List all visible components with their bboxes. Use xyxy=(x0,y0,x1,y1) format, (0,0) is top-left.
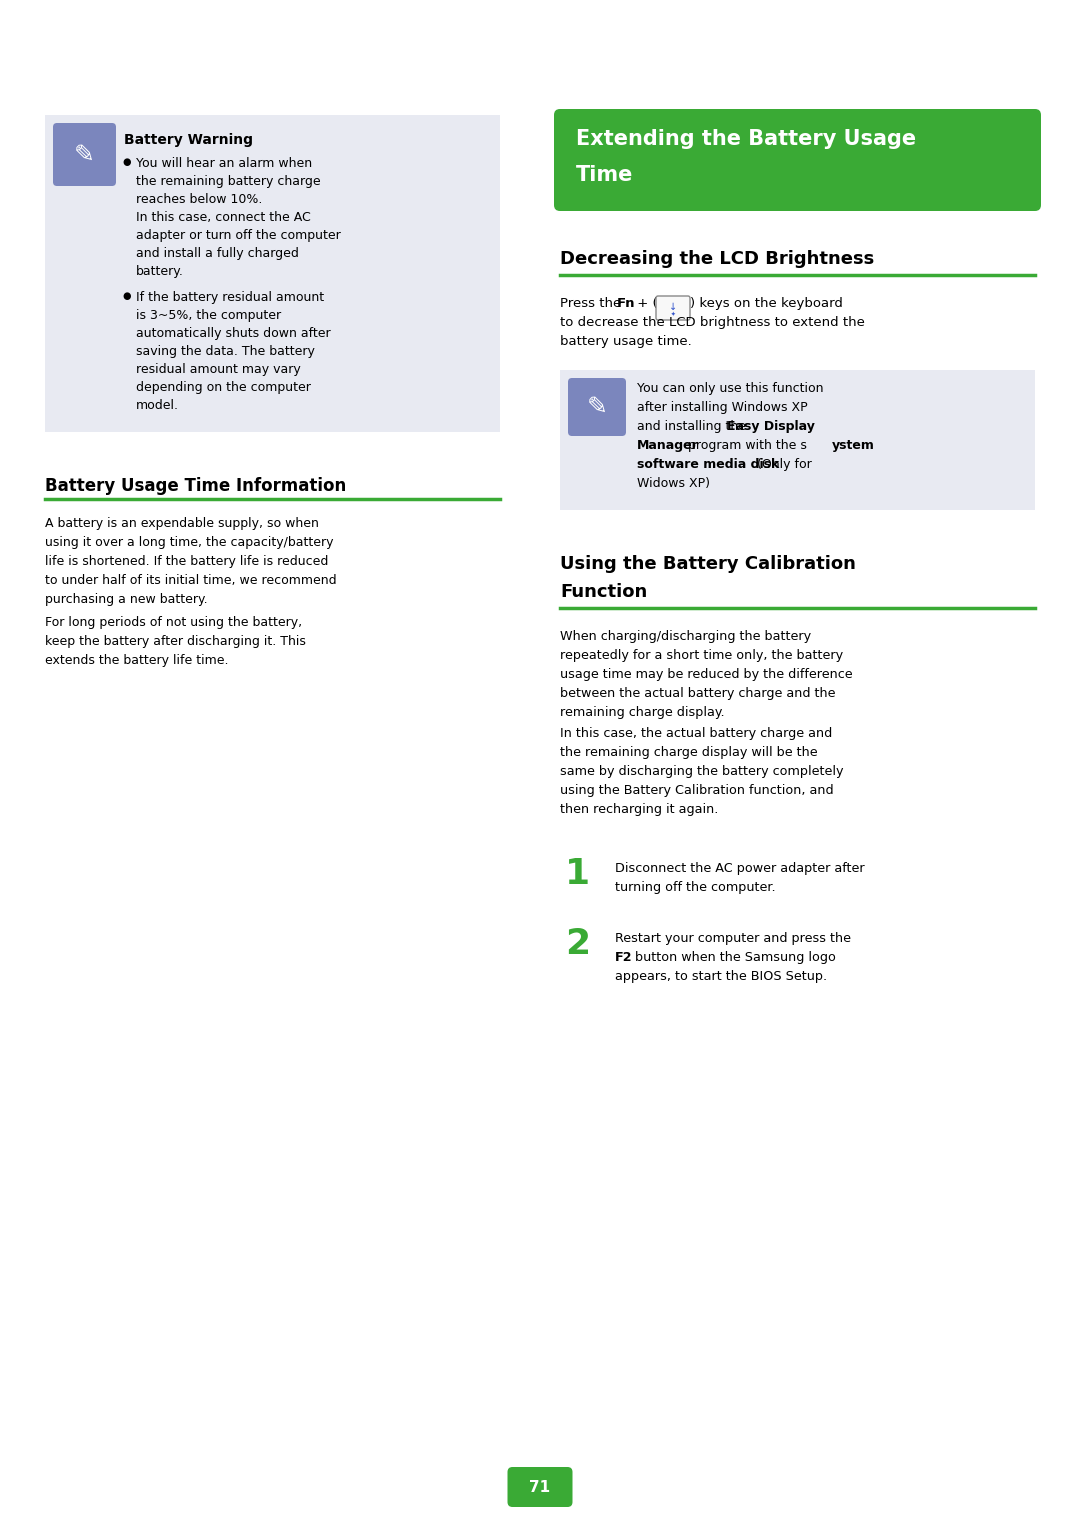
Text: to decrease the LCD brightness to extend the: to decrease the LCD brightness to extend… xyxy=(561,316,865,329)
Text: and installing the: and installing the xyxy=(637,420,750,434)
FancyBboxPatch shape xyxy=(45,115,500,432)
Text: You can only use this function: You can only use this function xyxy=(637,381,824,395)
Text: model.: model. xyxy=(136,398,179,412)
Text: Widows XP): Widows XP) xyxy=(637,476,710,490)
Text: program with the s: program with the s xyxy=(684,440,807,452)
FancyBboxPatch shape xyxy=(561,371,1035,510)
Text: button when the Samsung logo: button when the Samsung logo xyxy=(631,951,836,964)
Text: Using the Battery Calibration: Using the Battery Calibration xyxy=(561,555,855,573)
Text: Easy Display: Easy Display xyxy=(727,420,815,434)
Text: When charging/discharging the battery: When charging/discharging the battery xyxy=(561,630,811,643)
Text: ↓: ↓ xyxy=(669,302,677,313)
Text: Fn: Fn xyxy=(617,297,635,309)
FancyBboxPatch shape xyxy=(508,1468,572,1507)
Text: residual amount may vary: residual amount may vary xyxy=(136,363,300,375)
Text: depending on the computer: depending on the computer xyxy=(136,381,311,394)
Text: is 3~5%, the computer: is 3~5%, the computer xyxy=(136,309,281,322)
Text: In this case, the actual battery charge and: In this case, the actual battery charge … xyxy=(561,728,833,740)
Text: Function: Function xyxy=(561,584,647,601)
Text: and install a fully charged: and install a fully charged xyxy=(136,247,299,260)
FancyBboxPatch shape xyxy=(53,123,116,185)
Text: usage time may be reduced by the difference: usage time may be reduced by the differe… xyxy=(561,668,852,682)
Text: Time: Time xyxy=(576,165,633,185)
Text: software media disk: software media disk xyxy=(637,458,780,470)
Text: reaches below 10%.: reaches below 10%. xyxy=(136,193,262,205)
Text: 71: 71 xyxy=(529,1480,551,1495)
Text: ●: ● xyxy=(122,156,131,167)
Text: then recharging it again.: then recharging it again. xyxy=(561,803,718,817)
Text: extends the battery life time.: extends the battery life time. xyxy=(45,654,229,666)
Text: adapter or turn off the computer: adapter or turn off the computer xyxy=(136,228,341,242)
Text: keep the battery after discharging it. This: keep the battery after discharging it. T… xyxy=(45,634,306,648)
Text: same by discharging the battery completely: same by discharging the battery complete… xyxy=(561,764,843,778)
Text: battery.: battery. xyxy=(136,265,184,277)
Text: ✎: ✎ xyxy=(586,395,607,418)
Text: repeatedly for a short time only, the battery: repeatedly for a short time only, the ba… xyxy=(561,650,843,662)
Text: purchasing a new battery.: purchasing a new battery. xyxy=(45,593,207,607)
Text: appears, to start the BIOS Setup.: appears, to start the BIOS Setup. xyxy=(615,970,827,984)
Text: For long periods of not using the battery,: For long periods of not using the batter… xyxy=(45,616,302,630)
Text: Extending the Battery Usage: Extending the Battery Usage xyxy=(576,129,916,149)
Text: ystem: ystem xyxy=(832,440,875,452)
Text: You will hear an alarm when: You will hear an alarm when xyxy=(136,156,312,170)
Text: using the Battery Calibration function, and: using the Battery Calibration function, … xyxy=(561,784,834,797)
Text: Restart your computer and press the: Restart your computer and press the xyxy=(615,931,851,945)
Text: automatically shuts down after: automatically shuts down after xyxy=(136,326,330,340)
Text: life is shortened. If the battery life is reduced: life is shortened. If the battery life i… xyxy=(45,555,328,568)
Text: 2: 2 xyxy=(565,927,590,961)
Text: Battery Usage Time Information: Battery Usage Time Information xyxy=(45,476,347,495)
Text: 1: 1 xyxy=(565,856,590,892)
Text: after installing Windows XP: after installing Windows XP xyxy=(637,401,808,414)
Text: the remaining battery charge: the remaining battery charge xyxy=(136,175,321,188)
Text: Battery Warning: Battery Warning xyxy=(124,133,253,147)
FancyBboxPatch shape xyxy=(554,109,1041,211)
Text: Press the: Press the xyxy=(561,297,625,309)
Text: using it over a long time, the capacity/battery: using it over a long time, the capacity/… xyxy=(45,536,334,548)
Text: F2: F2 xyxy=(615,951,633,964)
FancyBboxPatch shape xyxy=(656,296,690,320)
Text: In this case, connect the AC: In this case, connect the AC xyxy=(136,211,311,224)
Text: Manager: Manager xyxy=(637,440,699,452)
Text: between the actual battery charge and the: between the actual battery charge and th… xyxy=(561,686,836,700)
Text: the remaining charge display will be the: the remaining charge display will be the xyxy=(561,746,818,758)
Text: ✎: ✎ xyxy=(75,142,95,167)
Text: to under half of its initial time, we recommend: to under half of its initial time, we re… xyxy=(45,574,337,587)
Text: turning off the computer.: turning off the computer. xyxy=(615,881,775,895)
Text: saving the data. The battery: saving the data. The battery xyxy=(136,345,315,358)
Text: A battery is an expendable supply, so when: A battery is an expendable supply, so wh… xyxy=(45,516,319,530)
Text: + (: + ( xyxy=(633,297,658,309)
FancyBboxPatch shape xyxy=(568,378,626,437)
Text: battery usage time.: battery usage time. xyxy=(561,336,692,348)
Text: If the battery residual amount: If the battery residual amount xyxy=(136,291,324,303)
Text: Disconnect the AC power adapter after: Disconnect the AC power adapter after xyxy=(615,863,865,875)
Text: .(Only for: .(Only for xyxy=(753,458,812,470)
Text: remaining charge display.: remaining charge display. xyxy=(561,706,725,719)
Text: ●: ● xyxy=(122,291,131,300)
Text: ✦: ✦ xyxy=(671,311,675,317)
Text: ) keys on the keyboard: ) keys on the keyboard xyxy=(690,297,842,309)
Text: Decreasing the LCD Brightness: Decreasing the LCD Brightness xyxy=(561,250,874,268)
